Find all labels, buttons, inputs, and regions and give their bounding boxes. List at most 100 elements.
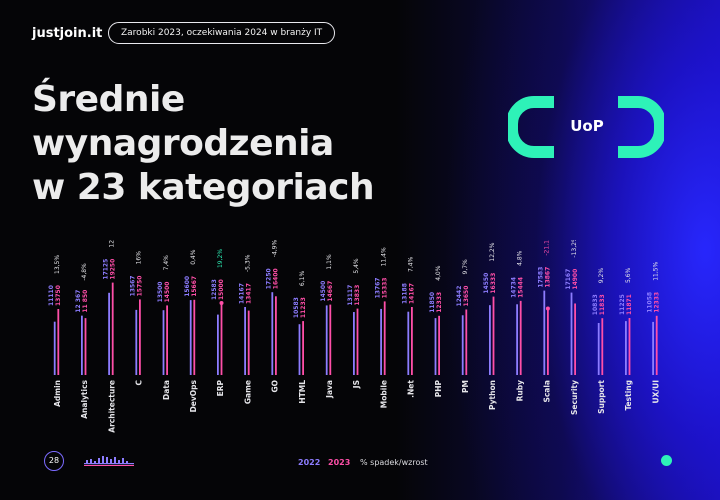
bar-2022 [461, 315, 464, 375]
bar-2023 [220, 303, 223, 375]
value-label-2022: 13117 [347, 285, 354, 306]
change-label: 0,4% [190, 249, 197, 265]
value-label-2023: 19250 [109, 259, 116, 280]
value-label-2023: 11833 [599, 294, 606, 315]
category-label: Analytics [80, 379, 89, 418]
bar-2023 [655, 315, 658, 375]
page-title: Średnie wynagrodzenia w 23 kategoriach [32, 78, 472, 210]
value-label-2023: 12333 [436, 292, 443, 313]
value-label-2022: 11058 [646, 292, 653, 313]
value-label-2022: 14500 [320, 281, 327, 302]
change-label: 19,2% [217, 249, 224, 268]
change-label: 5,4% [353, 258, 360, 274]
bar-2022 [625, 321, 627, 375]
bar-2022 [189, 300, 192, 375]
bar-2022 [53, 321, 56, 375]
bar-2023 [628, 318, 631, 375]
value-label-2023: 16400 [273, 268, 280, 289]
category-label: DevOps [189, 379, 198, 412]
value-label-2023: 11 850 [82, 290, 89, 313]
category-label: Testing [624, 380, 633, 411]
value-label-2023: 14167 [409, 283, 416, 304]
uop-logo-text: UoP [570, 117, 604, 135]
value-label-2023: 12333 [653, 292, 660, 313]
value-label-2023: 13750 [55, 285, 62, 306]
bar-2022 [271, 292, 274, 375]
change-label: -4,8% [81, 263, 88, 281]
bar-2022 [81, 315, 83, 375]
value-label-2023: 14667 [327, 281, 334, 302]
bar-2022 [353, 312, 355, 375]
bar-2022 [244, 306, 246, 375]
value-label-2022: 17250 [266, 268, 273, 289]
bar-2023 [57, 309, 60, 375]
bar-2023 [356, 308, 359, 375]
value-label-2022: 14167 [238, 283, 245, 304]
value-label-2022: 17583 [538, 267, 545, 288]
value-label-2022: 15600 [184, 276, 191, 297]
bar-2022 [652, 321, 654, 375]
legend-2023: 2023 [328, 458, 351, 467]
change-label: -13,2% [571, 240, 578, 258]
category-label: PM [461, 380, 470, 393]
value-label-2022: 12442 [456, 286, 463, 307]
bar-2023 [84, 318, 87, 375]
value-label-2023: 13833 [354, 285, 361, 306]
uop-logo-icon [508, 96, 664, 158]
bar-2022 [162, 310, 165, 375]
value-label-2022: 17125 [102, 259, 109, 280]
bar-2022 [489, 305, 491, 375]
change-label: 16% [136, 251, 143, 265]
bar-2022 [434, 318, 437, 375]
bar-2022 [543, 290, 546, 375]
value-label-2023: 15000 [218, 279, 225, 300]
bar-2023 [438, 315, 440, 375]
legend-2022: 2022 [298, 458, 321, 467]
change-label: -5,3% [244, 254, 251, 272]
bar-2022 [298, 324, 301, 375]
category-label: Data [162, 380, 171, 400]
bar-2022 [108, 292, 110, 375]
salary-bar-chart: 11110 13750 13,5% Admin 12 367 11 850 -4,8% Ana… [48, 240, 660, 433]
bar-2023 [492, 296, 495, 375]
bar-marker [219, 301, 224, 305]
value-label-2022: 10833 [592, 294, 599, 315]
change-label: 5,6% [625, 267, 632, 283]
value-label-2022: 12 367 [75, 290, 82, 313]
change-label: 6,1% [299, 271, 306, 287]
category-label: C [135, 380, 144, 386]
value-label-2022: 11225 [619, 294, 626, 315]
category-label: Admin [53, 380, 62, 407]
title-line-3: w 23 kategoriach [32, 167, 375, 208]
value-label-2023: 15750 [137, 276, 144, 297]
change-label: 12,4% [108, 240, 115, 248]
value-label-2023: 11233 [300, 297, 307, 318]
bar-2023 [383, 301, 386, 375]
bar-2022 [516, 304, 518, 375]
bar-2022 [325, 305, 328, 375]
bar-2023 [166, 305, 168, 375]
value-label-2023: 11871 [626, 294, 633, 315]
bar-2023 [193, 299, 196, 375]
change-label: 9,2% [598, 268, 605, 284]
value-label-2022: 11110 [48, 285, 55, 306]
change-label: 13,5% [54, 255, 61, 274]
category-label: Mobile [379, 380, 388, 408]
value-label-2022: 14734 [510, 277, 517, 298]
change-label: 4,8% [516, 250, 523, 266]
value-label-2023: 13867 [545, 267, 552, 288]
category-label: HTML [298, 380, 307, 404]
value-label-2023: 14500 [164, 282, 171, 303]
value-label-2022: 12583 [211, 279, 218, 300]
category-label: UX/UI [651, 380, 660, 404]
category-label: Support [597, 380, 606, 414]
mini-bars-icon [84, 456, 134, 466]
value-label-2022: 11850 [429, 292, 436, 313]
change-label: 1,1% [326, 254, 333, 270]
brand-logo: justjoin.it [32, 26, 103, 41]
change-label: 11,5% [652, 261, 659, 280]
value-label-2022: 13188 [402, 283, 409, 304]
bar-2023 [139, 299, 141, 375]
change-label: 4,0% [435, 265, 442, 281]
bar-2022 [597, 323, 600, 375]
